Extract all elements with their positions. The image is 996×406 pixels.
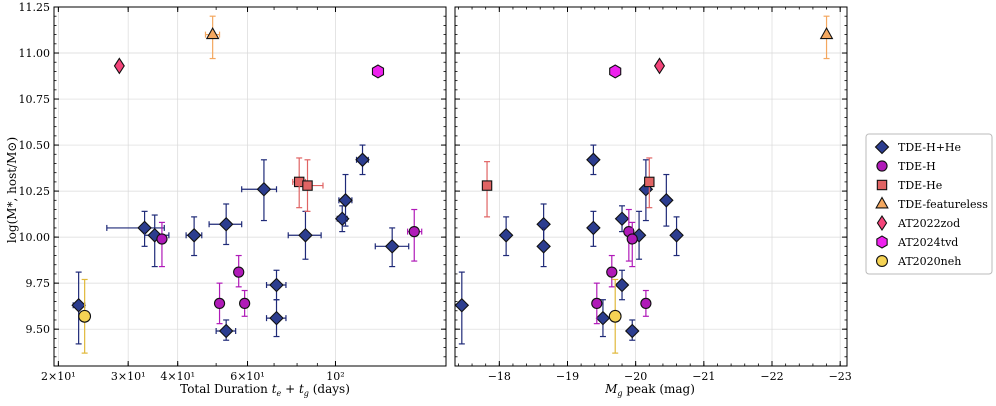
right-point-tde-h [640,297,652,310]
right-axes-frame [454,6,848,367]
left-axes-frame [53,6,447,367]
y-axis-label: log(M*, host/M⊙) [5,137,19,243]
legend-label-tde-featureless: TDE-featureless [898,198,988,211]
right-x-tick-label: −20 [624,370,647,383]
legend-marker-at2020neh [875,254,889,268]
left-point-tde-h [233,266,245,278]
left-x-tick-label: 2×10¹ [41,370,76,383]
y-tick-label: 10.25 [19,185,51,198]
right-x-tick-label: −23 [829,370,852,383]
left-point-tde-h-he [269,310,284,326]
left-point-tde-h-he [298,228,313,243]
left-point-tde-h [156,233,168,245]
left-point-tde-he [302,180,313,191]
right-point-at2022zod [653,57,666,75]
right-point-tde-h-he [498,228,514,243]
left-point-tde-featureless [205,26,220,40]
left-point-tde-h-he [384,239,400,254]
left-point-tde-h-he [218,323,234,339]
left-x-tick-label: 4×10¹ [160,370,195,383]
legend-marker-at2024tvd [876,235,888,249]
y-tick-label: 10.00 [19,231,51,244]
right-x-tick-label: −21 [692,370,715,383]
right-point-tde-h [606,266,618,278]
right-point-tde-h-he [454,297,470,313]
legend-marker-tde-he [876,179,888,191]
y-tick-label: 9.75 [26,277,51,290]
legend-label-tde-h: TDE-H [898,160,936,173]
y-tick-label: 10.75 [19,93,51,106]
left-point-tde-h-he [256,181,272,197]
legend-label-tde-he: TDE-He [898,179,942,192]
grid-layer [54,6,847,366]
left-x-axis-label: Total Duration te + tg (days) [180,382,350,398]
legend-marker-tde-h [876,160,888,172]
legend-marker-tde-featureless [875,196,889,209]
right-point-tde-h-he [669,228,684,243]
left-point-at2024tvd [371,64,385,79]
marks-layer [71,15,834,354]
y-tick-label: 10.50 [19,139,51,152]
right-x-tick-label: −22 [760,370,783,383]
left-point-tde-h-he [218,216,234,232]
left-point-tde-h [213,297,226,310]
left-x-tick-label: 3×10¹ [111,370,146,383]
left-x-tick-label: 6×10¹ [230,370,265,383]
legend-marker-at2022zod [876,214,888,232]
right-point-tde-h-he [586,152,601,168]
legend-label-at2022zod: AT2022zod [897,217,960,230]
y-tick-label: 11.00 [19,47,51,60]
right-x-axis-label: Mg peak (mag) [604,382,695,398]
right-point-tde-h-he [614,211,630,226]
legend-label-at2020neh: AT2020neh [897,255,961,268]
left-point-tde-h-he [355,152,370,168]
right-point-at2020neh [608,309,622,323]
left-point-tde-h-he [269,277,284,293]
right-point-tde-h [626,233,638,245]
legend-label-at2024tvd: AT2024tvd [897,236,958,249]
legend-marker-tde-h-he [874,139,890,155]
right-point-tde-h-he [586,220,601,236]
left-x-tick-label: 10² [326,370,344,383]
right-point-tde-h-he [659,193,674,208]
left-point-tde-h-he [186,228,202,243]
left-point-at2020neh [78,309,92,323]
right-x-tick-label: −19 [556,370,579,383]
legend-label-tde-h-he: TDE-H+He [898,141,961,154]
right-point-tde-h [591,297,603,310]
left-point-tde-h-he [71,297,86,313]
left-point-tde-h [408,225,420,238]
right-point-tde-he [644,176,655,188]
legend: TDE-H+He TDE-H TDE-He TDE-featureless AT2022… [865,133,993,275]
axes-layer: 9.50 9.75 10.00 10.25 10.50 10.75 11.00 11.25 2×… [19,1,852,383]
right-point-tde-h-he [624,323,640,339]
right-point-tde-featureless [819,26,834,40]
right-point-tde-h-he [536,239,551,254]
right-point-at2024tvd [609,64,622,79]
left-point-at2022zod [113,57,125,75]
left-point-tde-h [239,297,251,310]
left-point-tde-h-he [334,211,350,226]
legend-frame [865,133,993,275]
y-tick-label: 9.50 [26,323,51,336]
right-point-tde-he [481,180,493,191]
right-x-tick-label: −18 [488,370,511,383]
right-point-tde-h-he [614,277,630,293]
right-point-tde-h-he [595,310,611,326]
y-tick-label: 11.25 [19,1,51,14]
left-point-tde-h-he [338,193,353,208]
